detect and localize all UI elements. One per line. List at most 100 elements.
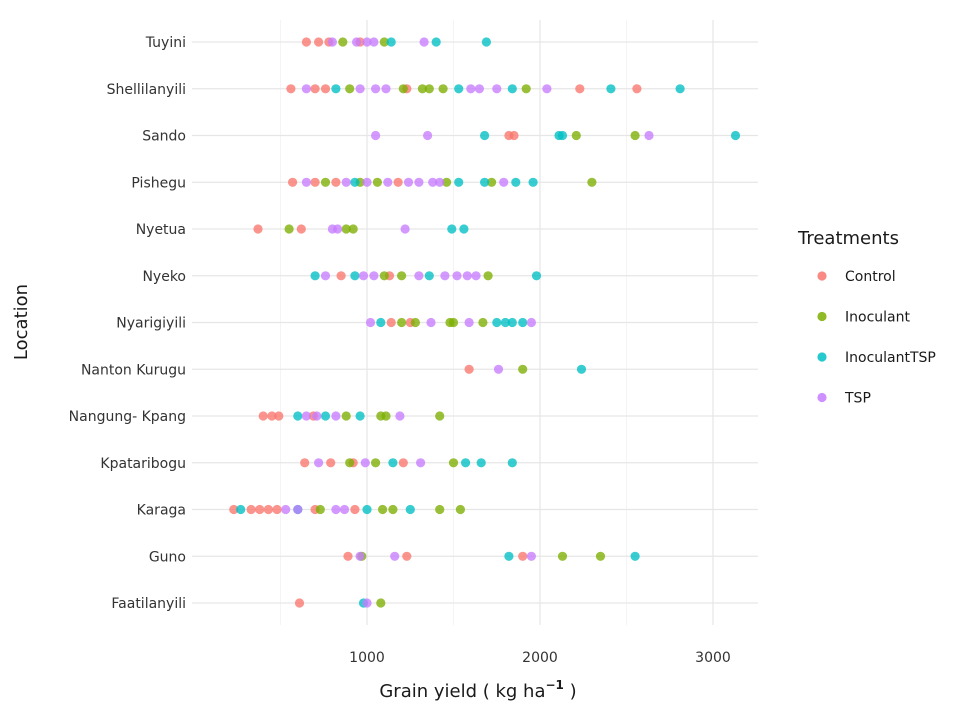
data-point	[455, 504, 465, 515]
data-point	[350, 177, 360, 187]
data-point	[398, 84, 408, 94]
data-point	[333, 224, 343, 234]
data-point	[595, 551, 606, 561]
data-point	[267, 411, 277, 421]
data-point	[339, 504, 350, 515]
data-point	[452, 271, 462, 281]
data-point	[576, 364, 587, 374]
data-point	[355, 84, 365, 94]
data-point	[236, 504, 246, 515]
data-point	[331, 411, 341, 421]
data-point	[390, 551, 400, 561]
data-point	[331, 504, 341, 515]
data-point	[526, 317, 537, 328]
data-point	[417, 84, 427, 94]
legend-key	[817, 352, 827, 362]
data-point	[630, 130, 640, 141]
data-point	[229, 504, 239, 515]
data-point	[587, 177, 597, 187]
data-point	[320, 84, 331, 94]
data-point	[348, 224, 358, 234]
data-point	[310, 84, 320, 94]
data-point	[464, 364, 474, 374]
data-point	[362, 504, 372, 515]
grid-lines	[192, 20, 758, 625]
data-point	[448, 317, 459, 328]
data-point	[526, 551, 537, 561]
data-point	[557, 130, 568, 141]
x-tick-labels: 1000 2000 3000	[349, 650, 731, 666]
data-point	[379, 37, 389, 47]
data-points	[229, 37, 741, 608]
data-point	[343, 551, 353, 561]
data-point	[414, 271, 424, 281]
legend-key	[817, 392, 827, 403]
data-point	[416, 458, 426, 468]
data-point	[326, 458, 336, 468]
y-tick-label: Nangung- Kpang	[69, 409, 186, 425]
data-point	[675, 84, 685, 94]
data-point	[459, 224, 469, 234]
legend-key	[817, 271, 827, 281]
data-point	[395, 411, 405, 421]
data-point	[327, 37, 337, 47]
y-axis-title: Location	[11, 284, 32, 360]
data-point	[345, 458, 355, 468]
data-point	[557, 551, 568, 561]
data-point	[255, 504, 265, 515]
data-point	[518, 551, 528, 561]
data-point	[272, 504, 282, 515]
data-point	[341, 224, 351, 234]
y-tick-label: Sando	[142, 129, 186, 145]
data-point	[518, 317, 528, 328]
legend-label: TSP	[844, 391, 871, 407]
data-point	[371, 130, 381, 141]
data-point	[435, 504, 445, 515]
legend-entries: Control Inoculant InoculantTSP TSP	[817, 269, 936, 407]
data-point	[360, 458, 370, 468]
data-point	[381, 84, 391, 94]
data-point	[424, 271, 434, 281]
data-point	[383, 177, 393, 187]
data-point	[341, 177, 351, 187]
data-point	[575, 84, 585, 94]
y-tick-label: Kpataribogu	[100, 456, 186, 472]
data-point	[531, 271, 542, 281]
legend-key	[817, 311, 827, 322]
x-tick-label: 3000	[695, 650, 731, 666]
data-point	[331, 84, 341, 94]
data-point	[355, 551, 365, 561]
data-point	[480, 130, 490, 141]
data-point	[644, 130, 654, 141]
data-point	[466, 84, 476, 94]
legend: Treatments Control Inoculant InoculantTSP T…	[797, 228, 936, 407]
data-point	[632, 84, 642, 94]
data-point	[355, 411, 365, 421]
data-point	[362, 598, 372, 608]
y-tick-label: Nyetua	[136, 222, 186, 238]
data-point	[507, 84, 517, 94]
data-point	[350, 504, 360, 515]
data-point	[480, 177, 490, 187]
data-point	[461, 458, 471, 468]
data-point	[338, 37, 348, 47]
data-point	[499, 177, 509, 187]
data-point	[341, 411, 351, 421]
data-point	[369, 37, 379, 47]
data-point	[397, 317, 407, 328]
data-point	[376, 317, 386, 328]
x-tick-label: 1000	[349, 650, 385, 666]
legend-label: InoculantTSP	[845, 350, 936, 366]
x-axis-title: Grain yield ( kg ha−1 )	[379, 678, 576, 702]
data-point	[507, 317, 517, 328]
data-point	[263, 504, 273, 515]
data-point	[358, 271, 369, 281]
data-point	[487, 177, 497, 187]
data-point	[528, 177, 538, 187]
data-point	[521, 84, 531, 94]
y-tick-label: Karaga	[137, 503, 186, 519]
data-point	[419, 37, 429, 47]
data-point	[350, 271, 360, 281]
data-point	[397, 271, 407, 281]
data-point	[310, 271, 320, 281]
